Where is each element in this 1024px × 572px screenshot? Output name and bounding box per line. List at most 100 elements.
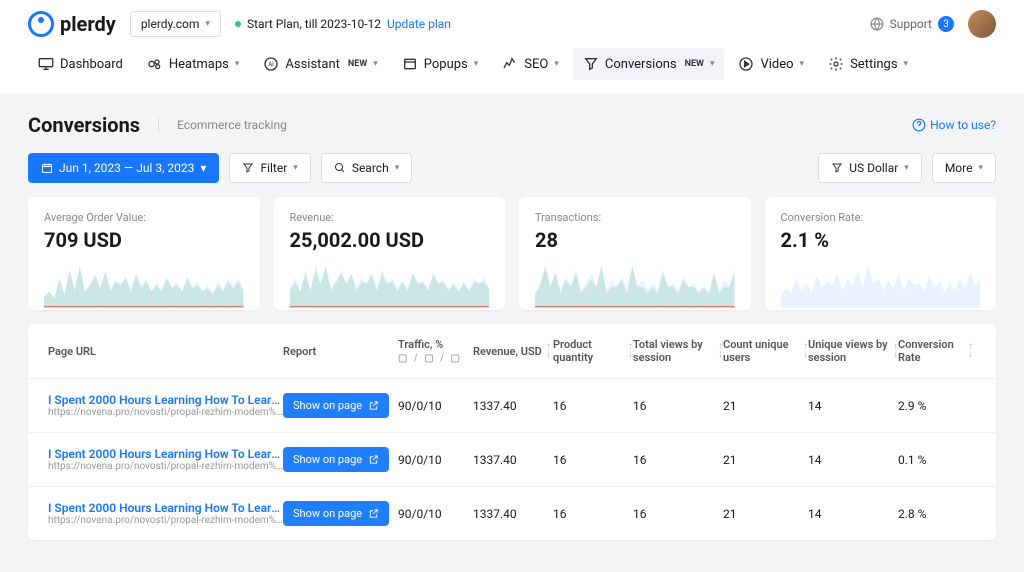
- new-badge: NEW: [348, 59, 367, 69]
- how-to-link[interactable]: How to use?: [912, 118, 996, 132]
- metric-label: Revenue:: [290, 211, 490, 224]
- show-on-page-button[interactable]: Show on page: [283, 393, 389, 418]
- more-label: More: [945, 161, 973, 175]
- support-link[interactable]: Support 3: [870, 16, 954, 32]
- external-icon: [368, 400, 379, 411]
- nav-label: Video: [760, 57, 793, 72]
- currency-button[interactable]: US Dollar ▾: [818, 153, 922, 183]
- sparkline-chart: [44, 260, 244, 310]
- cell-cr: 2.8 %: [898, 507, 968, 521]
- chevron-down-icon: ▾: [904, 59, 909, 69]
- cell-uviews: 14: [808, 507, 898, 521]
- globe-icon: [870, 17, 884, 31]
- cell-traffic: 90/0/10: [398, 453, 473, 467]
- more-button[interactable]: More ▾: [932, 153, 996, 183]
- col-cr[interactable]: Conversion Rate: [898, 338, 968, 364]
- nav-settings[interactable]: Settings ▾: [818, 48, 918, 80]
- cell-qty: 16: [553, 399, 633, 413]
- show-on-page-button[interactable]: Show on page: [283, 501, 389, 526]
- cell-users: 21: [723, 453, 808, 467]
- page-title-link[interactable]: I Spent 2000 Hours Learning How To Learn…: [48, 447, 283, 461]
- chevron-down-icon: ▾: [200, 161, 206, 175]
- nav-dashboard[interactable]: Dashboard: [28, 48, 133, 80]
- help-icon: [912, 118, 926, 132]
- col-traffic-label: Traffic, %: [398, 338, 473, 351]
- popup-icon: [402, 56, 418, 72]
- calendar-icon: [41, 162, 53, 174]
- cell-qty: 16: [553, 507, 633, 521]
- nav-assistant[interactable]: AI AssistantNEW ▾: [253, 48, 387, 80]
- filter-button[interactable]: Filter ▾: [229, 153, 310, 183]
- site-selector-label: plerdy.com: [141, 17, 200, 31]
- chevron-down-icon: ▾: [710, 59, 715, 69]
- cell-traffic: 90/0/10: [398, 507, 473, 521]
- table-row: I Spent 2000 Hours Learning How To Learn…: [28, 432, 996, 486]
- metric-card: Revenue: 25,002.00 USD: [274, 197, 506, 310]
- external-icon: [368, 508, 379, 519]
- nav-seo[interactable]: SEO ▾: [492, 48, 569, 80]
- filter-icon: [242, 162, 254, 174]
- nav-label: Heatmaps: [169, 57, 229, 72]
- metric-value: 25,002.00 USD: [290, 228, 490, 252]
- metric-label: Conversion Rate:: [781, 211, 981, 224]
- nav-label: Popups: [424, 57, 468, 72]
- funnel-icon: [583, 56, 599, 72]
- logo-icon: [28, 11, 54, 37]
- site-selector[interactable]: plerdy.com ▾: [130, 11, 221, 37]
- show-on-page-button[interactable]: Show on page: [283, 447, 389, 472]
- chevron-down-icon: ▾: [373, 59, 378, 69]
- metric-label: Transactions:: [535, 211, 735, 224]
- controls-row: Jun 1, 2023 — Jul 3, 2023 ▾ Filter ▾ Sea…: [28, 153, 996, 183]
- currency-label: US Dollar: [849, 161, 898, 175]
- col-views[interactable]: Total views by session↑↓: [633, 338, 723, 364]
- chevron-down-icon: ▾: [235, 59, 240, 69]
- metric-value: 2.1 %: [781, 228, 981, 252]
- date-range-button[interactable]: Jun 1, 2023 — Jul 3, 2023 ▾: [28, 153, 219, 183]
- col-qty[interactable]: Product quantity↑↓: [553, 338, 633, 364]
- col-revenue[interactable]: Revenue, USD↑↓: [473, 343, 553, 359]
- cell-page: I Spent 2000 Hours Learning How To Learn…: [48, 393, 283, 418]
- nav-video[interactable]: Video ▾: [728, 48, 814, 80]
- cell-revenue: 1337.40: [473, 399, 553, 413]
- page-body: Conversions Ecommerce tracking How to us…: [0, 95, 1024, 558]
- col-uviews[interactable]: Unique views by session↑↓: [808, 338, 898, 364]
- metric-value: 709 USD: [44, 228, 244, 252]
- col-report: Report: [283, 345, 398, 358]
- metric-value: 28: [535, 228, 735, 252]
- logo-text: plerdy: [60, 12, 116, 36]
- sparkline-chart: [781, 260, 981, 310]
- date-range-label: Jun 1, 2023 — Jul 3, 2023: [59, 161, 194, 175]
- new-badge: NEW: [685, 59, 704, 69]
- how-to-label: How to use?: [930, 118, 996, 132]
- chevron-down-icon: ▾: [978, 163, 983, 173]
- cell-users: 21: [723, 507, 808, 521]
- metric-label: Average Order Value:: [44, 211, 244, 224]
- nav-popups[interactable]: Popups ▾: [392, 48, 489, 80]
- video-icon: [738, 56, 754, 72]
- chevron-down-icon: ▾: [205, 19, 210, 29]
- page-title-link[interactable]: I Spent 2000 Hours Learning How To Learn…: [48, 501, 283, 515]
- plan-text: Start Plan, till 2023-10-12: [247, 17, 381, 31]
- sparkline-chart: [290, 260, 490, 310]
- cell-uviews: 14: [808, 453, 898, 467]
- plan-status-dot: [235, 21, 241, 27]
- update-plan-link[interactable]: Update plan: [387, 17, 451, 31]
- avatar[interactable]: [968, 10, 996, 38]
- conversion-table: Page URL Report Traffic, % ▢ / ▢ / ▢ Rev…: [28, 324, 996, 540]
- col-users[interactable]: Count unique users↑↓: [723, 338, 808, 364]
- main-nav: Dashboard Heatmaps ▾ AI AssistantNEW ▾ P…: [0, 48, 1024, 95]
- nav-heatmaps[interactable]: Heatmaps ▾: [137, 48, 250, 80]
- cell-page: I Spent 2000 Hours Learning How To Learn…: [48, 501, 283, 526]
- nav-conversions[interactable]: ConversionsNEW ▾: [573, 48, 725, 80]
- cell-report: Show on page: [283, 393, 398, 418]
- chevron-down-icon: ▾: [554, 59, 559, 69]
- cell-report: Show on page: [283, 501, 398, 526]
- cell-views: 16: [633, 507, 723, 521]
- top-bar: plerdy plerdy.com ▾ Start Plan, till 202…: [0, 0, 1024, 48]
- metric-card: Conversion Rate: 2.1 %: [765, 197, 997, 310]
- search-button[interactable]: Search ▾: [321, 153, 412, 183]
- page-title: Conversions: [28, 113, 140, 137]
- col-traffic-sub: ▢ / ▢ / ▢: [398, 353, 473, 364]
- page-title-link[interactable]: I Spent 2000 Hours Learning How To Learn…: [48, 393, 283, 407]
- logo[interactable]: plerdy: [28, 11, 116, 37]
